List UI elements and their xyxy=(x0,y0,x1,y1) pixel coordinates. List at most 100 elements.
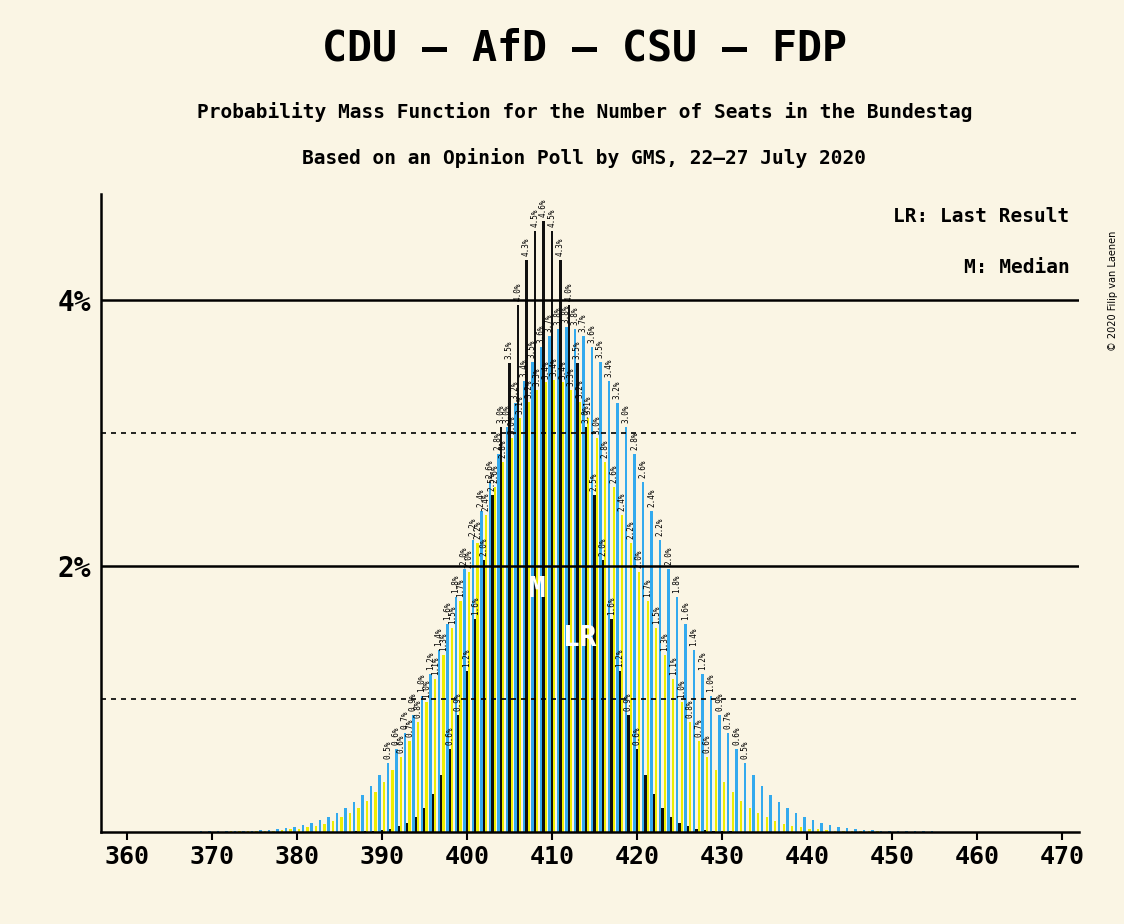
Text: 3.6%: 3.6% xyxy=(536,324,545,343)
Bar xyxy=(474,619,477,832)
Bar xyxy=(735,749,737,832)
Bar xyxy=(799,827,803,832)
Text: 3.0%: 3.0% xyxy=(497,405,506,423)
Bar xyxy=(534,231,536,832)
Bar xyxy=(506,428,508,832)
Bar xyxy=(423,808,426,832)
Text: 3.0%: 3.0% xyxy=(622,405,631,423)
Text: 3.0%: 3.0% xyxy=(592,416,601,434)
Bar xyxy=(553,380,555,832)
Bar xyxy=(787,808,789,832)
Bar xyxy=(559,260,562,832)
Bar xyxy=(568,305,570,832)
Text: 2.0%: 2.0% xyxy=(664,546,673,565)
Bar xyxy=(613,487,615,832)
Text: 1.1%: 1.1% xyxy=(430,657,439,675)
Text: 1.0%: 1.0% xyxy=(417,673,426,691)
Bar xyxy=(680,701,683,832)
Bar xyxy=(480,511,482,832)
Text: 3.5%: 3.5% xyxy=(528,340,537,359)
Bar xyxy=(525,260,527,832)
Bar xyxy=(289,830,292,832)
Text: 3.2%: 3.2% xyxy=(524,380,533,398)
Bar xyxy=(432,795,434,832)
Text: 3.1%: 3.1% xyxy=(516,395,525,414)
Text: 3.8%: 3.8% xyxy=(553,307,562,325)
Bar xyxy=(570,390,572,832)
Bar xyxy=(527,402,529,832)
Text: 2.4%: 2.4% xyxy=(482,492,491,511)
Text: 2.8%: 2.8% xyxy=(600,439,609,457)
Text: 3.8%: 3.8% xyxy=(571,307,580,325)
Bar xyxy=(696,829,698,832)
Text: 0.9%: 0.9% xyxy=(454,692,463,711)
Bar xyxy=(678,822,680,832)
Text: 2.4%: 2.4% xyxy=(618,492,627,511)
Bar xyxy=(366,801,369,832)
Bar xyxy=(732,793,734,832)
Bar xyxy=(324,823,326,832)
Text: 0.6%: 0.6% xyxy=(732,727,741,746)
Bar xyxy=(502,462,505,832)
Bar xyxy=(618,672,622,832)
Text: 2.6%: 2.6% xyxy=(486,459,495,478)
Text: 0.9%: 0.9% xyxy=(624,692,633,711)
Text: Based on an Opinion Poll by GMS, 22–27 July 2020: Based on an Opinion Poll by GMS, 22–27 J… xyxy=(302,148,867,168)
Bar xyxy=(361,795,363,832)
Text: 4.0%: 4.0% xyxy=(514,283,523,301)
Bar xyxy=(327,817,329,832)
Text: 1.4%: 1.4% xyxy=(689,627,698,646)
Text: 2.8%: 2.8% xyxy=(493,432,502,450)
Text: 1.8%: 1.8% xyxy=(672,575,681,593)
Text: 3.7%: 3.7% xyxy=(545,313,554,332)
Text: 1.3%: 1.3% xyxy=(439,632,448,650)
Text: 2.0%: 2.0% xyxy=(464,550,473,568)
Text: 2.6%: 2.6% xyxy=(490,465,499,483)
Text: 3.5%: 3.5% xyxy=(505,340,514,359)
Bar xyxy=(715,771,717,832)
Bar xyxy=(391,771,393,832)
Text: 1.5%: 1.5% xyxy=(447,606,456,625)
Text: 2.8%: 2.8% xyxy=(499,439,508,457)
Bar xyxy=(723,783,725,832)
Text: 4.5%: 4.5% xyxy=(531,208,540,226)
Bar xyxy=(704,830,706,832)
Bar xyxy=(281,830,283,832)
Bar xyxy=(778,802,780,832)
Text: 0.9%: 0.9% xyxy=(409,693,418,711)
Bar xyxy=(408,740,411,832)
Bar xyxy=(378,775,381,832)
Text: 3.0%: 3.0% xyxy=(502,405,511,423)
Bar xyxy=(451,628,453,832)
Text: 1.6%: 1.6% xyxy=(443,602,452,620)
Text: 2.2%: 2.2% xyxy=(473,521,482,540)
Bar xyxy=(353,802,355,832)
Bar xyxy=(515,403,517,832)
Bar xyxy=(542,221,544,832)
Text: 3.4%: 3.4% xyxy=(542,360,551,379)
Text: 1.7%: 1.7% xyxy=(643,578,652,597)
Bar xyxy=(587,419,589,832)
Bar xyxy=(468,572,470,832)
Text: 3.7%: 3.7% xyxy=(579,313,588,332)
Bar xyxy=(593,494,596,832)
Bar xyxy=(651,511,653,832)
Bar xyxy=(508,362,510,832)
Text: 1.7%: 1.7% xyxy=(456,578,465,597)
Text: 3.2%: 3.2% xyxy=(613,381,622,399)
Bar xyxy=(774,821,777,832)
Bar xyxy=(854,829,856,832)
Bar xyxy=(463,569,465,832)
Bar xyxy=(599,362,601,832)
Text: 0.8%: 0.8% xyxy=(414,699,423,718)
Bar xyxy=(837,827,840,832)
Bar xyxy=(749,808,751,832)
Text: 2.8%: 2.8% xyxy=(629,432,638,450)
Text: 1.3%: 1.3% xyxy=(660,632,669,650)
Text: 1.6%: 1.6% xyxy=(607,597,616,615)
Text: 0.6%: 0.6% xyxy=(633,726,642,745)
Text: 3.4%: 3.4% xyxy=(550,358,559,376)
Bar xyxy=(616,403,618,832)
Bar xyxy=(381,830,383,832)
Text: 3.4%: 3.4% xyxy=(519,359,528,377)
